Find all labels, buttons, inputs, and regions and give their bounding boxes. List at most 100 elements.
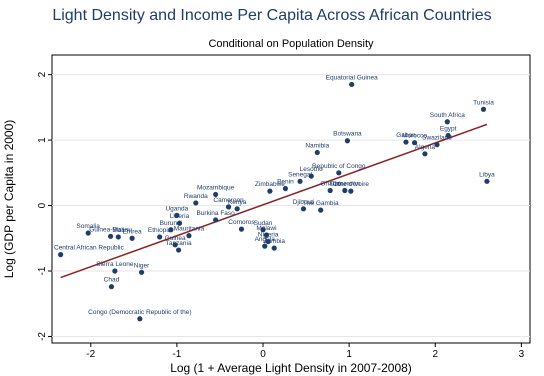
data-point: The Gambia bbox=[303, 200, 339, 213]
point-marker bbox=[262, 243, 268, 249]
plot-frame bbox=[51, 54, 531, 344]
data-point: Ghana bbox=[320, 180, 340, 194]
x-tick-label: -1 bbox=[172, 349, 181, 360]
data-point: Sudan bbox=[254, 220, 273, 233]
point-marker bbox=[58, 252, 64, 258]
y-tick-label: 1 bbox=[37, 137, 48, 143]
data-point: Republic of Congo bbox=[312, 163, 366, 176]
x-tick-label: 2 bbox=[432, 349, 438, 360]
chart-subtitle: Conditional on Population Density bbox=[208, 38, 374, 50]
data-point: Chad bbox=[104, 277, 120, 290]
point-marker bbox=[168, 227, 174, 233]
point-marker bbox=[176, 220, 183, 226]
point-marker bbox=[349, 81, 355, 88]
data-point: Lesotho bbox=[300, 166, 324, 179]
point-marker bbox=[238, 226, 245, 232]
data-point: Mauritania bbox=[174, 226, 205, 239]
point-marker bbox=[308, 173, 314, 179]
point-marker bbox=[403, 139, 409, 145]
point-marker bbox=[234, 206, 240, 212]
point-label: Côte d'Ivoire bbox=[333, 181, 370, 188]
point-label: Comoros bbox=[228, 219, 255, 226]
data-point: Benin bbox=[277, 179, 294, 192]
data-point: Burkina Faso bbox=[196, 210, 235, 223]
point-label: Malawi bbox=[256, 225, 276, 232]
point-label: Zambia bbox=[263, 238, 285, 245]
y-tick-label: 0 bbox=[37, 202, 48, 208]
point-marker bbox=[263, 232, 270, 238]
x-tick-label: 1 bbox=[346, 349, 352, 360]
data-point: Mali bbox=[112, 227, 124, 240]
point-label: Uganda bbox=[165, 205, 188, 212]
point-label: Guinea bbox=[165, 235, 186, 242]
point-label: Kenya bbox=[228, 199, 247, 206]
point-marker bbox=[344, 138, 351, 144]
point-label: Republic of Congo bbox=[312, 163, 366, 170]
point-label: Eritrea bbox=[123, 228, 143, 235]
point-marker bbox=[115, 234, 121, 240]
point-marker bbox=[327, 187, 333, 194]
data-point: Djibouti bbox=[293, 199, 314, 212]
point-marker bbox=[348, 188, 354, 194]
points-layer: Equatorial Guinea Tunisia South Africa Egyp… bbox=[54, 74, 495, 322]
y-axis-label: Log (GDP per Capita in 2000) bbox=[2, 120, 16, 279]
point-label: Congo (Democratic Republic of the) bbox=[88, 309, 191, 316]
data-point: Cameroon bbox=[330, 180, 360, 194]
data-point: Somalia bbox=[76, 223, 100, 236]
data-point: Zambia bbox=[263, 238, 285, 251]
point-label: Liberia bbox=[170, 213, 190, 220]
data-point: Guinea-Bissau bbox=[89, 226, 132, 239]
point-label: Botswana bbox=[333, 131, 362, 138]
data-point: Uganda bbox=[165, 205, 189, 218]
point-label: Cameroon bbox=[213, 197, 244, 204]
point-label: Chad bbox=[104, 277, 120, 284]
point-label: Angola bbox=[255, 236, 276, 243]
point-label: Mauritania bbox=[174, 226, 205, 233]
data-point: Ethiopia bbox=[148, 227, 172, 240]
point-label: Rwanda bbox=[184, 193, 208, 200]
point-marker bbox=[225, 204, 232, 210]
point-marker bbox=[318, 207, 324, 213]
data-point: South Africa bbox=[430, 112, 465, 125]
point-marker bbox=[174, 212, 180, 218]
data-point: Kenya bbox=[228, 199, 247, 212]
data-point: Central African Republic bbox=[54, 245, 124, 258]
point-label: Lesotho bbox=[300, 166, 324, 173]
point-marker bbox=[271, 245, 277, 251]
point-label: Libya bbox=[479, 171, 495, 178]
point-marker bbox=[444, 119, 450, 125]
point-marker bbox=[157, 234, 163, 240]
point-marker bbox=[172, 242, 178, 248]
data-point: Congo (Democratic Republic of the) bbox=[88, 309, 192, 322]
data-point: Eritrea bbox=[123, 228, 143, 241]
point-marker bbox=[176, 247, 182, 253]
point-marker bbox=[213, 191, 219, 198]
data-point: Libya bbox=[479, 171, 495, 184]
data-point: Algeria bbox=[415, 144, 435, 157]
point-marker bbox=[342, 187, 348, 194]
data-point: Guinea bbox=[165, 235, 186, 248]
point-label: The Gambia bbox=[303, 200, 339, 207]
point-marker bbox=[138, 269, 145, 275]
point-marker bbox=[297, 178, 303, 184]
point-label: Namibia bbox=[305, 143, 329, 150]
data-point: Tanzania bbox=[166, 240, 192, 253]
point-label: Tunisia bbox=[473, 99, 494, 106]
axis-ticks: -2 -1 0 1 2 -2 -1 0 1 2 3 bbox=[37, 71, 525, 360]
chart-title: Light Density and Income Per Capita Acro… bbox=[52, 7, 492, 24]
fit-line-layer bbox=[60, 123, 488, 279]
point-label: Tanzania bbox=[166, 240, 192, 247]
data-point: Senegal bbox=[288, 171, 313, 184]
data-point: Nigeria bbox=[258, 232, 279, 245]
point-label: Ghana bbox=[320, 180, 340, 187]
point-marker bbox=[480, 106, 487, 112]
point-label: Equatorial Guinea bbox=[326, 74, 378, 81]
fit-line bbox=[60, 123, 488, 279]
point-label: Guinea-Bissau bbox=[89, 226, 132, 233]
point-label: Mali bbox=[112, 227, 124, 234]
x-tick-label: 3 bbox=[519, 349, 525, 360]
data-point: Swaziland bbox=[422, 135, 452, 148]
data-point: Côte d'Ivoire bbox=[333, 181, 370, 194]
point-marker bbox=[282, 185, 289, 192]
point-marker bbox=[85, 230, 91, 236]
